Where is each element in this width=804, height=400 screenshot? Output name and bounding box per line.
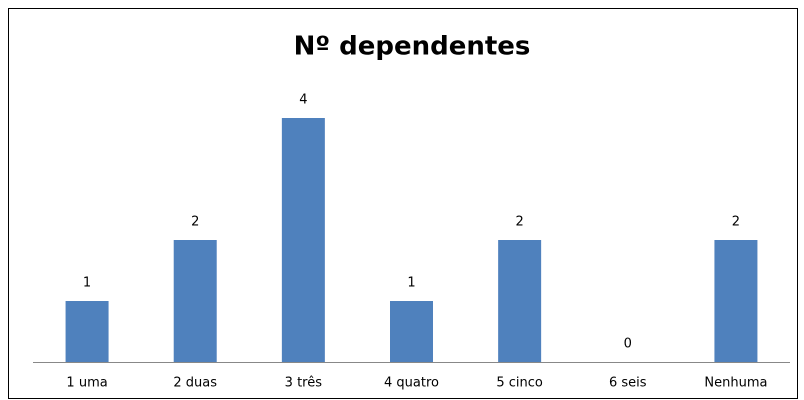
data-label: 2 [191, 215, 199, 230]
bar [281, 118, 325, 362]
x-tick-label: 2 duas [173, 376, 217, 391]
bar [173, 240, 217, 362]
x-tick-label: 5 cinco [496, 376, 543, 391]
bar [498, 240, 542, 362]
bar [65, 301, 109, 362]
x-tick-label: 3 três [285, 376, 323, 391]
x-tick-label: 6 seis [609, 376, 647, 391]
data-label: 2 [516, 215, 524, 230]
data-label: 1 [407, 276, 415, 291]
bar [714, 240, 758, 362]
bar [390, 301, 433, 362]
x-tick-label: 1 uma [66, 376, 107, 391]
data-label: 4 [299, 93, 307, 108]
x-tick-label: 4 quatro [384, 376, 439, 391]
data-label: 0 [624, 337, 632, 352]
chart-title: Nº dependentes [294, 32, 531, 62]
data-label: 1 [83, 276, 91, 291]
data-label: 2 [732, 215, 740, 230]
x-tick-label: Nenhuma [704, 376, 767, 391]
